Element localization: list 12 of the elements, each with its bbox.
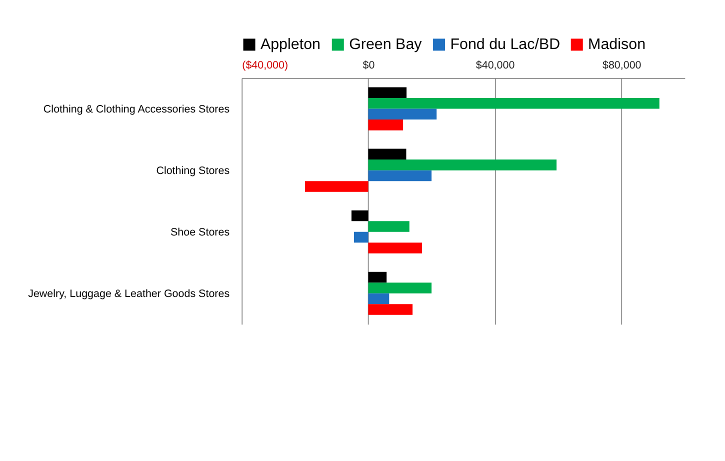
- y-tick-label: Shoe Stores: [170, 226, 230, 238]
- legend-label: Fond du Lac/BD: [450, 36, 560, 54]
- legend-label: Green Bay: [349, 36, 422, 54]
- x-tick-label: $0: [362, 60, 375, 72]
- x-tick-label: ($40,000): [242, 60, 288, 72]
- y-tick-label: Clothing Stores: [156, 164, 230, 177]
- y-tick-label: Clothing & Clothing Accessories Stores: [43, 103, 230, 116]
- x-tick-label: $40,000: [476, 60, 515, 72]
- y-tick-label: Jewelry, Luggage & Leather Goods Stores: [28, 288, 230, 300]
- x-tick-label: $80,000: [602, 60, 642, 72]
- legend-label: Madison: [588, 36, 646, 54]
- legend-label: Appleton: [260, 36, 320, 54]
